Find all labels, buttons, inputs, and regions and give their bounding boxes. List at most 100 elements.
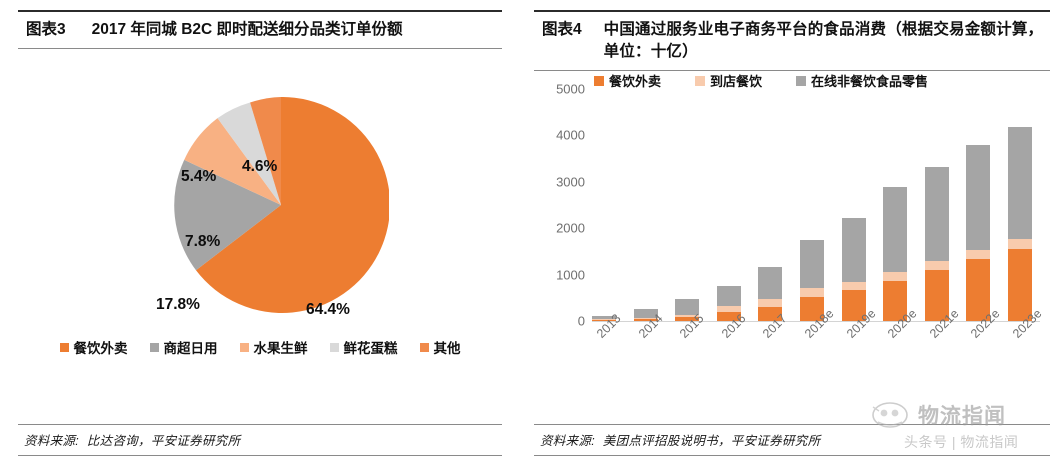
x-axis-tick: 2023e (1008, 306, 1044, 375)
left-figure-title: 2017 年同城 B2C 即时配送细分品类订单份额 (91, 21, 403, 38)
bar-segment (841, 217, 866, 282)
pie-slice-1 (195, 97, 389, 313)
bar-segment (924, 260, 949, 270)
bar-chart-area: 餐饮外卖 到店餐饮 在线非餐饮食品零售 0 1000 2000 3000 4000 500… (534, 71, 1050, 401)
pie-label-xianhua-dangao: 5.4% (181, 168, 217, 185)
pie-slice-5 (250, 97, 281, 205)
left-source-rule-bottom (18, 455, 502, 456)
y-axis-tick-1000: 1000 (556, 267, 585, 283)
bar-column[interactable] (841, 217, 866, 321)
pie-legend-item-canyin-waimai: 餐饮外卖 (59, 337, 128, 357)
bar-segment (799, 296, 824, 321)
right-source-text: 美团点评招股说明书，平安证券研究所 (602, 434, 821, 448)
pie-chart (173, 97, 389, 313)
pie-legend-swatch-1 (59, 342, 69, 352)
pie-slice-2 (174, 159, 281, 271)
pie-legend-item-qita: 其他 (419, 337, 461, 357)
x-axis-ticks: 2013 2014 2015 2016 2017 2018e 2019e 2020e 2021e… (592, 306, 1044, 375)
bar-column[interactable] (924, 166, 949, 321)
x-axis-tick: 2013 (592, 311, 624, 375)
x-axis-tick: 2019e (842, 306, 878, 375)
bar-legend-item-daodian-canyin: 到店餐饮 (695, 71, 762, 90)
bar-segment (633, 309, 658, 318)
y-axis-tick-0: 0 (577, 313, 585, 329)
bar-plot-region: 0 1000 2000 3000 4000 5000 (556, 82, 1032, 329)
bar-segment (799, 288, 824, 297)
bar-segment (758, 298, 783, 308)
bar-column[interactable] (758, 267, 783, 321)
y-axis-tick-5000: 5000 (556, 81, 585, 97)
bar-segment (675, 316, 700, 321)
pie-legend-label-1: 餐饮外卖 (73, 341, 128, 356)
bar-segment (758, 307, 783, 321)
y-axis-tick-4000: 4000 (556, 127, 585, 143)
x-axis-tick: 2016 (717, 311, 749, 375)
bar-segment (883, 272, 908, 282)
pie-legend: 餐饮外卖 商超日用 水果生鲜 鲜花蛋糕 其他 (18, 337, 502, 357)
x-axis-tick: 2020e (883, 306, 919, 375)
bar-legend-item-canyin-waimai: 餐饮外卖 (594, 71, 661, 90)
right-figure-title: 中国通过服务业电子商务平台的食品消费（根据交易金额计算，单位：十亿） (603, 21, 1044, 60)
bar-segment (716, 286, 741, 307)
bar-segment (924, 269, 949, 321)
figure-panel-right: 图表4 中国通过服务业电子商务平台的食品消费（根据交易金额计算，单位：十亿） 餐… (520, 0, 1062, 468)
right-source-block: 资料来源: 美团点评招股说明书，平安证券研究所 (534, 424, 1050, 456)
bar-column[interactable] (716, 286, 741, 321)
bar-segment (799, 240, 824, 289)
bar-segment (675, 314, 700, 317)
bar-segment (592, 316, 616, 320)
x-axis-tick: 2015 (675, 311, 707, 375)
right-source-row: 资料来源: 美团点评招股说明书，平安证券研究所 (534, 425, 1050, 455)
bar-legend-item-feicanyin-lingshou: 在线非餐饮食品零售 (796, 71, 928, 90)
left-source-block: 资料来源: 比达咨询，平安证券研究所 (18, 424, 502, 456)
bar-column[interactable] (675, 298, 700, 321)
bar-column[interactable] (966, 145, 991, 321)
bar-legend-label-1: 餐饮外卖 (609, 74, 662, 89)
left-title-block: 图表3 2017 年同城 B2C 即时配送细分品类订单份额 (18, 0, 502, 49)
bar-segment (1007, 248, 1032, 321)
x-axis-tick: 2014 (634, 311, 666, 375)
pie-legend-label-4: 鲜花蛋糕 (343, 341, 398, 356)
bar-segment (841, 290, 866, 321)
bar-legend-swatch-1 (594, 75, 604, 86)
pie-slice-4 (217, 102, 281, 205)
left-source-label: 资料来源: (24, 434, 79, 448)
bar-column[interactable] (883, 187, 908, 321)
left-title-row: 图表3 2017 年同城 B2C 即时配送细分品类订单份额 (18, 12, 502, 48)
left-title-rule-bottom (18, 48, 502, 49)
left-source-row: 资料来源: 比达咨询，平安证券研究所 (18, 425, 502, 455)
y-axis-tick-2000: 2000 (556, 220, 585, 236)
bar-segment (633, 319, 658, 321)
bar-column[interactable] (1007, 127, 1032, 321)
pie-legend-swatch-2 (149, 342, 159, 352)
bar-segment (924, 166, 949, 261)
bar-segment (633, 317, 658, 320)
bar-legend-swatch-2 (695, 75, 706, 86)
x-axis-tick: 2022e (966, 306, 1002, 375)
bar-column[interactable] (799, 240, 824, 321)
bar-segment (1007, 127, 1032, 239)
bar-column[interactable] (592, 316, 616, 321)
left-figure-number: 图表3 (26, 21, 66, 38)
x-axis-line (592, 321, 1040, 322)
pie-label-canyin-waimai: 64.4% (306, 301, 350, 318)
left-source-rule-top (18, 424, 502, 425)
pie-legend-swatch-4 (329, 342, 339, 352)
x-axis-tick: 2018e (800, 306, 836, 375)
bar-column[interactable] (633, 309, 658, 321)
bar-segment (675, 298, 700, 315)
right-figure-number: 图表4 (542, 21, 582, 38)
right-source-rule-bottom (534, 455, 1050, 456)
bar-segment (1007, 238, 1032, 249)
pie-legend-label-3: 水果生鲜 (253, 341, 308, 356)
pie-legend-item-shuiguo-shengxian: 水果生鲜 (239, 337, 308, 357)
bar-segment (592, 320, 616, 321)
pie-chart-svg (174, 97, 389, 313)
bar-legend-label-2: 到店餐饮 (710, 74, 763, 89)
pie-label-qita: 4.6% (242, 158, 278, 175)
left-title-rule-top (18, 10, 502, 12)
bar-segment (966, 145, 991, 250)
bar-segment (883, 281, 908, 321)
bar-segment (716, 306, 741, 313)
